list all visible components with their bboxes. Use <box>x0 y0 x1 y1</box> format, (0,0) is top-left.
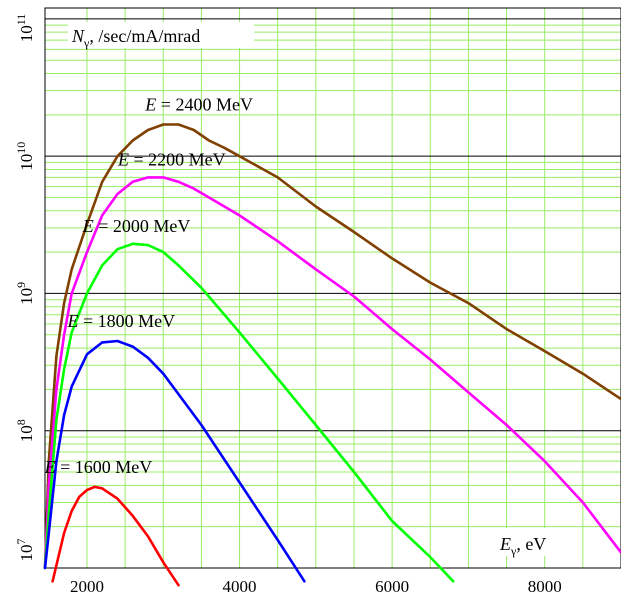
y-tick-label: 109 <box>14 282 36 305</box>
y-tick-label: 107 <box>14 539 36 562</box>
series-label-4: E = 1600 MeV <box>44 457 153 477</box>
series-labels: E = 2400 MeV E = 2200 MeV E = 2000 MeV E = … <box>44 95 253 477</box>
x-tick-label: 6000 <box>375 577 409 596</box>
y-axis-label: Nγ, /sec/mA/mrad <box>71 26 200 50</box>
x-tick-labels: 2000 4000 6000 8000 <box>70 577 562 596</box>
x-tick-label: 4000 <box>223 577 257 596</box>
grid-minor <box>45 8 621 568</box>
series-line-1 <box>43 176 621 570</box>
x-axis-label-bg <box>494 528 582 556</box>
series-line-0 <box>43 123 621 570</box>
series-label-3: E = 1800 MeV <box>67 311 176 331</box>
series-label-1: E = 2200 MeV <box>117 149 226 169</box>
plot-frame <box>44 7 621 569</box>
series-group <box>43 123 621 587</box>
x-tick-label: 8000 <box>528 577 562 596</box>
y-tick-labels: 107 108 109 1010 1011 <box>14 14 36 562</box>
y-axis-label-bg <box>68 22 254 48</box>
series-line-3 <box>43 339 306 583</box>
series-label-0: E = 2400 MeV <box>144 95 253 115</box>
y-tick-label: 1011 <box>14 14 36 43</box>
y-tick-label: 1010 <box>14 142 36 171</box>
x-tick-label: 2000 <box>70 577 104 596</box>
series-line-2 <box>43 242 455 583</box>
y-tick-label: 108 <box>14 419 36 442</box>
series-line-4 <box>51 485 180 587</box>
grid-major <box>45 18 621 432</box>
x-axis-label: Eγ, eV <box>499 534 546 558</box>
series-label-2: E = 2000 MeV <box>82 216 191 236</box>
